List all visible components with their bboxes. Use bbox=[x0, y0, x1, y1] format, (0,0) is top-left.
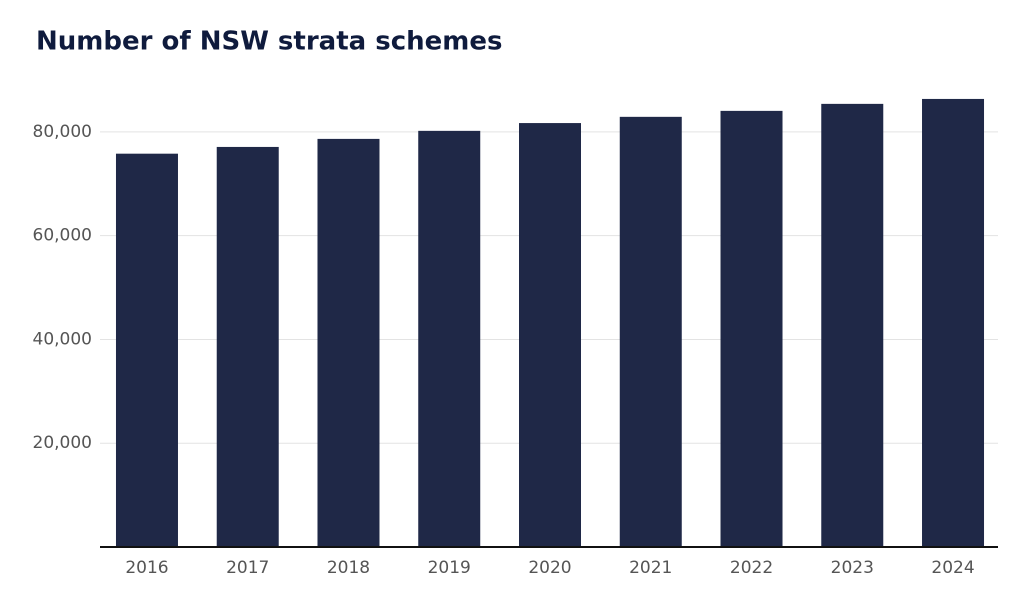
bar bbox=[115, 153, 178, 547]
bar bbox=[317, 138, 380, 547]
y-tick-label: 40,000 bbox=[33, 329, 92, 349]
x-tick-label: 2024 bbox=[931, 558, 974, 578]
x-tick-label: 2020 bbox=[528, 558, 571, 578]
x-tick-label: 2018 bbox=[327, 558, 370, 578]
bar bbox=[519, 123, 581, 547]
y-tick-label: 60,000 bbox=[33, 226, 92, 246]
chart-title: Number of NSW strata schemes bbox=[36, 27, 502, 57]
bar bbox=[418, 130, 481, 547]
x-tick-label: 2021 bbox=[629, 558, 672, 578]
x-tick-label: 2017 bbox=[226, 558, 269, 578]
y-tick-label: 20,000 bbox=[33, 433, 92, 453]
bar bbox=[619, 116, 682, 547]
x-tick-label: 2022 bbox=[730, 558, 773, 578]
y-tick-label: 80,000 bbox=[33, 122, 92, 142]
bar bbox=[216, 146, 279, 548]
x-tick-label: 2019 bbox=[428, 558, 471, 578]
bar bbox=[720, 110, 783, 547]
bar bbox=[922, 98, 985, 547]
x-tick-label: 2023 bbox=[831, 558, 874, 578]
bar bbox=[821, 103, 884, 547]
x-tick-label: 2016 bbox=[125, 558, 168, 578]
